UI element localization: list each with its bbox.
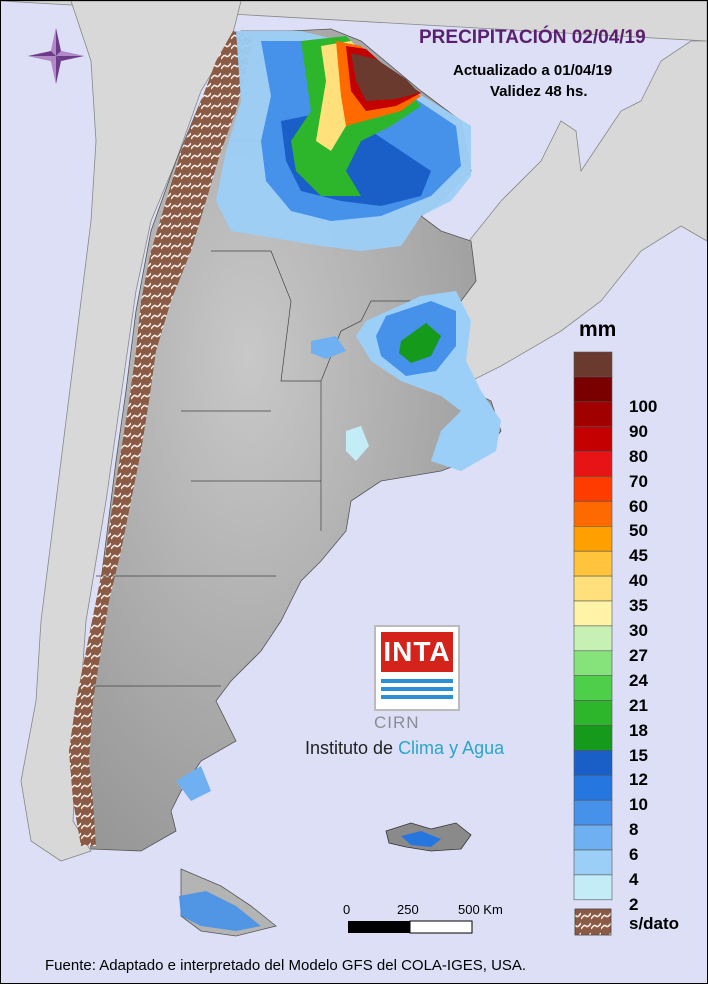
legend-label: 80 — [629, 446, 648, 466]
legend-label: 40 — [629, 571, 648, 591]
malvinas-precip — [401, 831, 441, 847]
legend-swatch — [573, 774, 613, 801]
institute-prefix: Instituto de — [305, 738, 399, 758]
legend-swatch — [573, 675, 613, 701]
source-footer: Fuente: Adaptado e interpretado del Mode… — [45, 957, 527, 974]
legend-swatch — [573, 625, 613, 652]
legend-swatch — [573, 750, 613, 776]
legend-label: 60 — [629, 496, 648, 516]
scale-label-500: 500 Km — [458, 902, 503, 917]
legend-swatch — [573, 575, 613, 602]
legend-swatch — [573, 351, 613, 378]
legend-label: 21 — [629, 695, 648, 715]
scale-label-250: 250 — [397, 902, 419, 917]
legend-swatch — [573, 600, 613, 627]
legend-label: 90 — [629, 421, 648, 441]
no-data-andes — [69, 31, 253, 846]
legend-swatch — [573, 550, 613, 577]
legend-swatch — [573, 451, 613, 477]
precip-small-2 — [346, 426, 369, 461]
precip-east-green — [399, 323, 441, 363]
no-data-label: s/dato — [629, 914, 680, 933]
legend-swatch — [573, 725, 613, 751]
legend-label: 70 — [629, 471, 648, 491]
inta-logo-stripe — [381, 679, 453, 683]
precip-south — [179, 891, 261, 931]
institute-name: Instituto de Clima y Agua — [305, 738, 504, 759]
legend-label: 2 — [629, 894, 639, 914]
chile-coast-strip — [20, 1, 242, 862]
map-title: PRECIPITACIÓN 02/04/19 — [419, 27, 646, 48]
legend-label: 18 — [629, 720, 648, 740]
neighbor-landmass — [1, 1, 707, 382]
scale-bar — [348, 920, 473, 934]
legend-swatch — [573, 476, 613, 502]
legend-swatch — [573, 650, 613, 676]
legend-swatch — [573, 849, 613, 876]
legend-label: 10 — [629, 795, 648, 815]
legend-label: 8 — [629, 820, 639, 840]
legend-label: 35 — [629, 596, 648, 616]
legend-swatch — [573, 824, 613, 851]
legend-color-bar — [573, 351, 613, 901]
legend-swatch — [573, 401, 613, 427]
legend-label: 30 — [629, 621, 648, 640]
legend-unit: mm — [579, 318, 617, 341]
legend-label: 100 — [629, 396, 658, 416]
validity-text: Validez 48 hs. — [490, 83, 588, 100]
precip-south-coast — [176, 766, 211, 801]
legend-swatch — [573, 874, 613, 901]
inta-logo-stripe — [381, 695, 453, 699]
legend-label: 6 — [629, 845, 639, 865]
scale-label-0: 0 — [343, 902, 351, 917]
legend-label: 12 — [629, 770, 648, 790]
legend-label: 45 — [629, 546, 648, 566]
legend-label: 50 — [629, 521, 648, 541]
legend-swatch — [573, 501, 613, 527]
legend-label: 27 — [629, 645, 648, 665]
legend-swatch — [573, 426, 613, 452]
inta-logo-stripe — [381, 687, 453, 691]
institute-highlight: Clima y Agua — [398, 738, 505, 758]
no-data-swatch — [574, 908, 612, 936]
cirn-label: CIRN — [374, 713, 420, 732]
inta-logo-text: INTA — [381, 632, 453, 672]
inta-logo: INTA — [374, 625, 460, 711]
updated-date: Actualizado a 01/04/19 — [453, 62, 613, 79]
province-borders — [91, 140, 442, 687]
legend-swatch — [573, 376, 613, 403]
legend-swatch — [573, 525, 613, 552]
precip-small-1 — [311, 336, 346, 359]
legend-swatch — [573, 700, 613, 726]
precip-max — [351, 53, 419, 101]
legend-label: 15 — [629, 745, 648, 765]
legend-label: 4 — [629, 870, 639, 889]
compass-rose-icon — [28, 28, 84, 84]
legend-swatch — [573, 799, 613, 826]
legend-label: 24 — [629, 670, 648, 690]
